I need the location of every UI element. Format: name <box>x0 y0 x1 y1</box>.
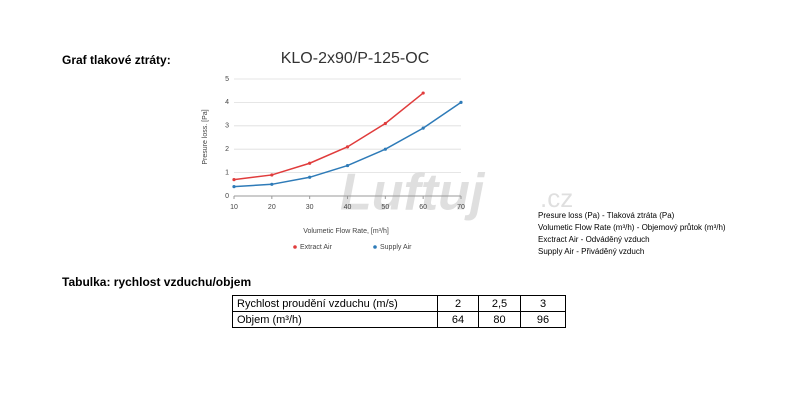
x-tick-label: 70 <box>457 204 465 211</box>
note: Volumetic Flow Rate (m³/h) - Objemový pr… <box>538 223 726 232</box>
table-row: Objem (m³/h) 64 80 96 <box>232 311 566 328</box>
table-row: Rychlost proudění vzduchu (m/s) 2 2,5 3 <box>232 295 566 312</box>
legend-label: Extract Air <box>300 244 333 251</box>
cell: 2 <box>437 295 479 312</box>
table: Rychlost proudění vzduchu (m/s) 2 2,5 3 … <box>232 295 566 328</box>
point <box>232 185 236 189</box>
note: Supply Air - Přiváděný vzduch <box>538 247 644 256</box>
x-tick-label: 50 <box>381 204 389 211</box>
point <box>270 182 274 186</box>
point <box>383 121 387 126</box>
x-tick-label: 10 <box>230 204 238 211</box>
note: Presure loss (Pa) - Tlaková ztráta (Pa) <box>538 211 675 220</box>
point <box>421 126 425 130</box>
watermark-brand: Luftuj <box>340 164 486 222</box>
y-tick-label: 3 <box>225 123 229 130</box>
series-line <box>233 92 424 181</box>
point <box>345 163 350 168</box>
cell: 96 <box>520 311 566 328</box>
x-tick-label: 30 <box>306 204 314 211</box>
point <box>232 178 236 182</box>
point <box>308 161 312 165</box>
legend-marker <box>293 245 297 249</box>
y-tick-label: 4 <box>225 99 229 106</box>
cell: Objem (m³/h) <box>232 311 438 328</box>
watermark-domain: .cz <box>540 183 573 213</box>
heading: Graf tlakové ztráty: <box>62 53 171 67</box>
point <box>308 175 312 179</box>
y-tick-label: 0 <box>225 193 229 200</box>
cell: 3 <box>520 295 566 312</box>
note: Exctract Air - Odváděný vzduch <box>538 235 650 244</box>
heading: Tabulka: rychlost vzduchu/objem <box>62 275 252 289</box>
cell: 80 <box>478 311 521 328</box>
cell: 2,5 <box>478 295 521 312</box>
y-tick-label: 2 <box>225 146 229 153</box>
point <box>421 91 425 95</box>
x-tick-label: 40 <box>344 204 352 211</box>
chart-title: KLO-2x90/P-125-OC <box>281 50 430 67</box>
y-tick-label: 5 <box>225 76 229 83</box>
x-tick-label: 20 <box>268 204 276 211</box>
legend-label: Supply Air <box>380 244 412 251</box>
point <box>383 147 387 151</box>
cell: Rychlost proudění vzduchu (m/s) <box>232 295 438 312</box>
watermark: Luftuj .cz <box>340 164 573 222</box>
cell: 64 <box>437 311 479 328</box>
x-axis-label: Volumetic Flow Rate, [m³/h] <box>303 228 389 235</box>
y-tick-label: 1 <box>225 169 229 176</box>
point <box>345 145 350 149</box>
point <box>459 100 463 104</box>
point <box>270 173 274 177</box>
x-tick-label: 60 <box>419 204 427 211</box>
legend-marker <box>373 245 377 249</box>
y-axis-label: Presure loss. [Pa] <box>202 109 209 164</box>
